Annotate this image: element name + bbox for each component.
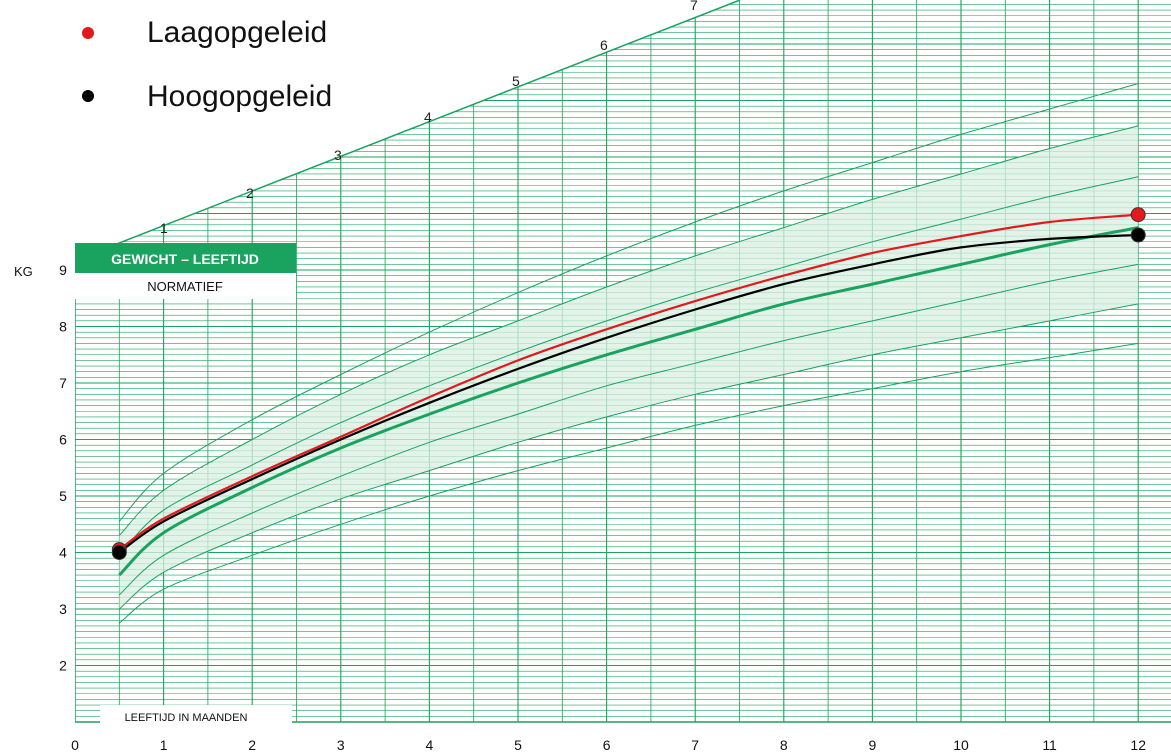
diagonal-label: 2	[246, 185, 254, 201]
x-tick-label: 6	[603, 737, 611, 753]
x-tick-labels: 0 1 2 3 4 5 6 7 8 9 10 11 12	[71, 737, 1146, 753]
reference-band	[119, 125, 1139, 610]
series-points	[111, 207, 1146, 560]
y-tick-label: 6	[59, 432, 67, 448]
diagonal-line	[89, 0, 741, 256]
reference-curve-upper-inner	[118, 176, 1139, 556]
title-box-header	[75, 243, 296, 273]
y-tick-label: 4	[59, 545, 67, 561]
diagonal-label: 3	[334, 147, 342, 163]
y-tick-label: 9	[59, 262, 67, 278]
x-tick-label: 5	[514, 737, 522, 753]
x-axis-title-box-bg	[100, 705, 292, 728]
x-tick-label: 4	[426, 737, 434, 753]
y-tick-label: 8	[59, 319, 67, 335]
x-axis-title-box: LEEFTIJD IN MAANDEN	[100, 705, 292, 728]
series-point-laagopgeleid	[1130, 207, 1146, 223]
series-line-laagopgeleid	[118, 213, 1139, 551]
x-tick-label: 9	[869, 737, 877, 753]
x-tick-label: 12	[1130, 737, 1146, 753]
series-point-hoogopgeleid	[1130, 227, 1146, 243]
reference-curve-lower-inner	[118, 263, 1139, 596]
diagonal-label: 1	[160, 220, 168, 236]
diagonal-label: 5	[512, 73, 520, 89]
x-tick-label: 2	[248, 737, 256, 753]
reference-curve-lower-mid	[118, 303, 1139, 610]
reference-curves	[118, 83, 1139, 624]
x-tick-label: 11	[1042, 737, 1057, 753]
x-tick-label: 8	[780, 737, 788, 753]
legend: Laagopgeleid Hoogopgeleid	[0, 0, 420, 125]
y-tick-label: 3	[59, 601, 67, 617]
reference-curve-upper-mid	[118, 125, 1139, 536]
series-line-hoogopgeleid	[118, 233, 1139, 554]
legend-marker-hoogopgeleid	[82, 90, 94, 102]
legend-label-laagopgeleid: Laagopgeleid	[147, 16, 327, 49]
legend-background	[0, 0, 420, 125]
y-tick-label: 7	[59, 375, 67, 391]
x-tick-label: 10	[953, 737, 969, 753]
reference-curve-median	[118, 226, 1139, 577]
y-axis-unit-label: KG	[14, 264, 33, 279]
series-point-hoogopgeleid	[111, 545, 127, 560]
reference-curve-lower-outer	[118, 342, 1139, 624]
chart-title: GEWICHT – LEEFTIJD	[111, 251, 259, 267]
diagonal-label: 4	[424, 109, 432, 125]
diagonal-label: 6	[600, 37, 608, 53]
title-box-body	[75, 273, 296, 299]
diagonal-label: 7	[690, 0, 698, 13]
x-tick-label: 7	[691, 737, 699, 753]
chart-subtitle: NORMATIEF	[147, 279, 223, 294]
legend-label-hoogopgeleid: Hoogopgeleid	[147, 80, 332, 113]
reference-band-area	[119, 125, 1139, 610]
x-tick-label: 3	[337, 737, 345, 753]
y-tick-label: 2	[59, 658, 67, 674]
age-diagonal: 1 2 3 4 5 6 7	[89, 0, 741, 256]
title-box: GEWICHT – LEEFTIJD NORMATIEF	[75, 243, 296, 299]
x-tick-label: 1	[160, 737, 168, 753]
legend-marker-laagopgeleid	[82, 27, 94, 39]
x-tick-label: 0	[71, 737, 79, 753]
reference-curve-upper-outer	[118, 83, 1139, 522]
y-tick-label: 5	[59, 488, 67, 504]
x-axis-title: LEEFTIJD IN MAANDEN	[125, 712, 248, 724]
series-lines	[118, 213, 1139, 554]
y-tick-labels: 2 3 4 5 6 7 8 9	[59, 262, 67, 674]
